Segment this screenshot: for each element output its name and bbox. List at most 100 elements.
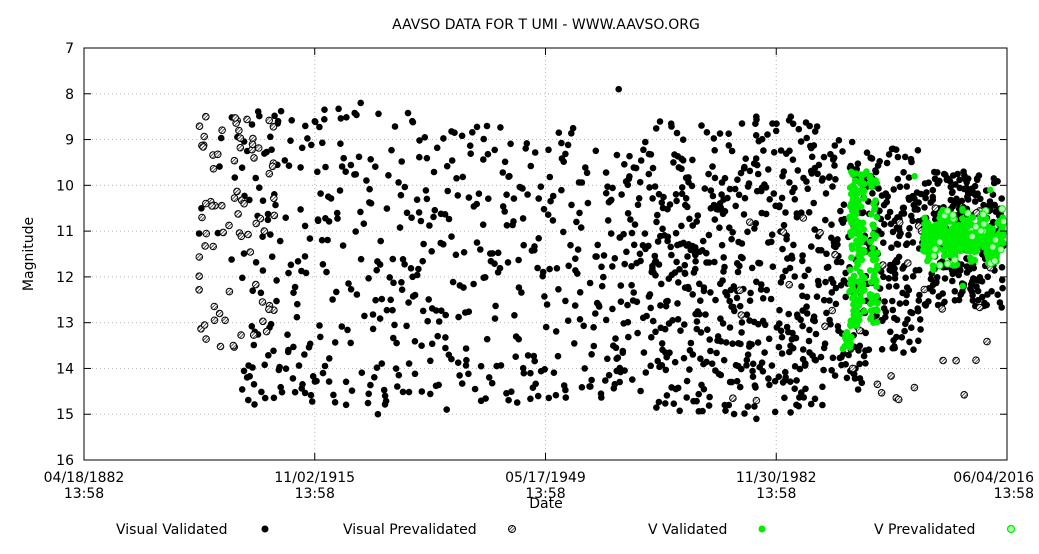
- v-validated-point: [850, 219, 857, 227]
- visual-validated-point: [327, 195, 335, 202]
- visual-validated-point: [890, 186, 897, 193]
- visual-prevalidated-point: [202, 229, 211, 238]
- visual-validated-point: [787, 409, 794, 416]
- visual-validated-point: [497, 124, 504, 131]
- visual-validated-point: [624, 210, 632, 217]
- visual-validated-point: [331, 339, 339, 346]
- visual-validated-point: [659, 225, 666, 233]
- visual-validated-point: [921, 204, 928, 211]
- visual-validated-point: [352, 228, 360, 235]
- v-validated-point: [847, 340, 855, 348]
- visual-validated-point: [217, 134, 225, 142]
- visual-validated-point: [724, 194, 731, 202]
- visual-validated-point: [545, 146, 552, 154]
- legend-label: Visual Prevalidated: [343, 522, 477, 538]
- v-validated-point: [921, 214, 928, 222]
- visual-validated-point: [365, 275, 372, 282]
- x-tick-label-time: 13:58: [756, 486, 796, 502]
- visual-validated-point: [277, 383, 285, 391]
- visual-validated-point: [302, 269, 310, 277]
- visual-validated-point: [588, 376, 595, 384]
- visual-validated-point: [801, 362, 809, 369]
- visual-validated-point: [309, 373, 317, 380]
- visual-validated-point: [875, 185, 882, 192]
- visual-validated-point: [716, 224, 723, 231]
- visual-validated-point: [633, 298, 641, 306]
- visual-validated-point: [284, 331, 291, 339]
- visual-validated-point: [777, 327, 785, 335]
- visual-validated-point: [706, 336, 713, 343]
- visual-validated-point: [894, 241, 902, 248]
- visual-prevalidated-point: [265, 116, 274, 125]
- visual-validated-point: [791, 363, 799, 370]
- visual-validated-point: [637, 157, 645, 164]
- visual-validated-point: [605, 371, 613, 379]
- visual-validated-point: [231, 174, 239, 181]
- visual-validated-point: [689, 156, 696, 164]
- v-validated-point: [851, 227, 859, 235]
- visual-validated-point: [749, 360, 757, 368]
- visual-validated-point: [886, 208, 894, 216]
- visual-validated-point: [738, 319, 746, 326]
- visual-prevalidated-point: [240, 199, 248, 208]
- x-axis: 04/18/188213:5811/02/191513:5805/17/1949…: [44, 48, 1034, 502]
- y-tick-label: 15: [56, 407, 74, 423]
- visual-validated-point: [767, 295, 775, 303]
- visual-validated-point: [430, 168, 438, 176]
- visual-validated-point: [797, 316, 804, 324]
- visual-validated-point: [885, 283, 893, 290]
- y-tick-label: 14: [56, 361, 74, 377]
- visual-validated-point: [766, 381, 773, 389]
- visual-validated-point: [246, 196, 253, 204]
- visual-validated-point: [801, 272, 808, 280]
- visual-validated-point: [316, 123, 323, 131]
- visual-validated-point: [681, 261, 689, 269]
- visual-validated-point: [812, 356, 819, 364]
- visual-validated-point: [593, 253, 600, 260]
- visual-validated-point: [388, 146, 395, 154]
- visual-validated-point: [693, 318, 701, 325]
- visual-validated-point: [858, 379, 866, 387]
- visual-validated-point: [401, 183, 409, 191]
- visual-validated-point: [620, 230, 627, 238]
- v-validated-point: [858, 297, 866, 305]
- visual-validated-point: [636, 250, 644, 258]
- v-validated-point: [857, 268, 864, 276]
- visual-validated-point: [494, 249, 502, 257]
- visual-validated-point: [974, 287, 982, 295]
- visual-validated-point: [435, 381, 443, 389]
- visual-validated-point: [998, 276, 1006, 284]
- visual-validated-point: [898, 334, 906, 341]
- visual-validated-point: [491, 146, 499, 154]
- visual-validated-point: [889, 228, 897, 236]
- visual-validated-point: [711, 216, 719, 223]
- visual-validated-point: [444, 187, 452, 195]
- visual-validated-point: [917, 190, 925, 198]
- visual-validated-point: [314, 216, 322, 223]
- visual-validated-point: [826, 297, 833, 304]
- visual-prevalidated-point: [265, 305, 273, 314]
- visual-validated-point: [722, 339, 730, 346]
- visual-validated-point: [652, 328, 659, 336]
- visual-validated-point: [692, 244, 699, 251]
- visual-validated-point: [722, 407, 729, 415]
- visual-validated-point: [673, 197, 680, 205]
- visual-validated-point: [267, 231, 274, 238]
- visual-validated-point: [666, 201, 674, 208]
- visual-validated-point: [531, 149, 539, 156]
- visual-prevalidated-point: [254, 144, 263, 152]
- visual-validated-point: [458, 132, 466, 140]
- visual-validated-point: [304, 135, 311, 142]
- visual-prevalidated-point: [230, 156, 239, 165]
- visual-validated-point: [473, 123, 481, 131]
- visual-validated-point: [376, 261, 384, 268]
- visual-prevalidated-point: [200, 321, 209, 329]
- visual-prevalidated-point: [270, 211, 279, 220]
- visual-validated-point: [535, 195, 542, 202]
- visual-validated-point: [684, 203, 691, 211]
- visual-validated-point: [584, 199, 592, 207]
- visual-validated-point: [576, 316, 584, 323]
- visual-validated-point: [792, 334, 800, 342]
- visual-validated-point: [679, 136, 687, 143]
- visual-validated-point: [782, 374, 789, 381]
